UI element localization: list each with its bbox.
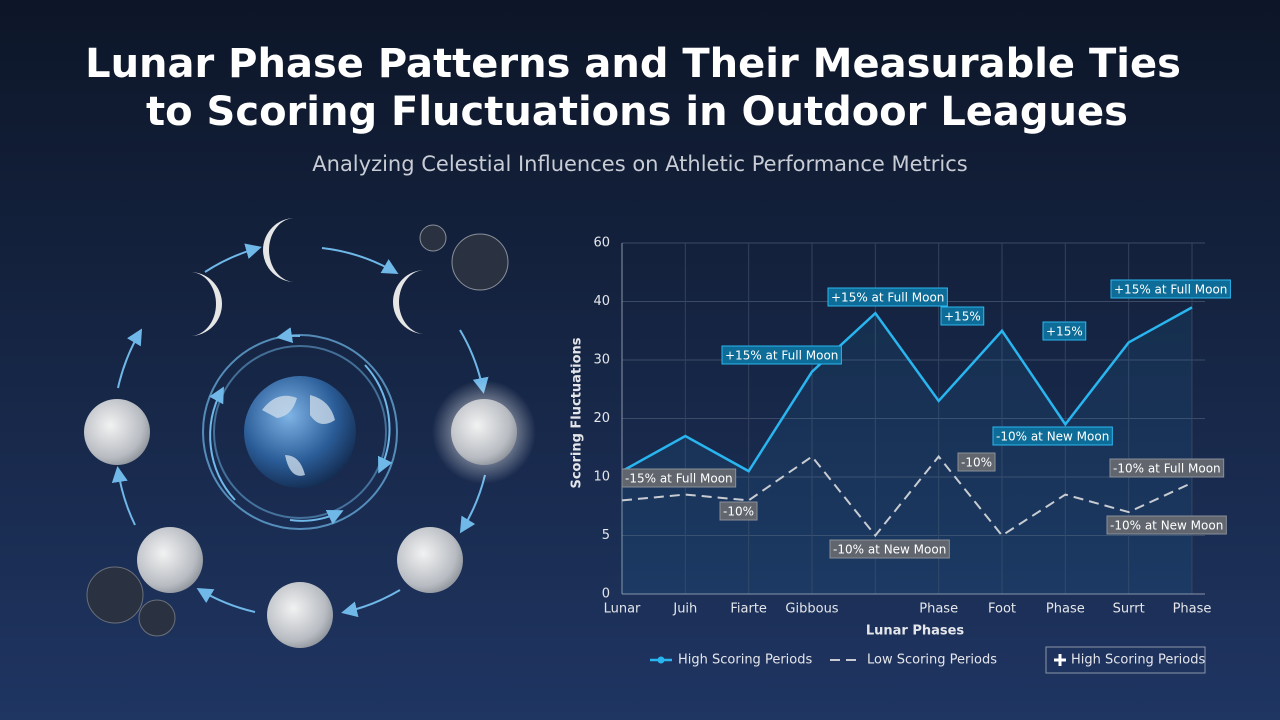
annotation-box (827, 287, 948, 307)
area (622, 307, 1192, 594)
title: to Scoring Fluctuations in Outdoor Leagu… (146, 89, 1128, 135)
annotation: -10% at New Moon (996, 430, 1109, 444)
y-tick-label: 10 (593, 470, 610, 485)
legend-label: Low Scoring Periods (867, 653, 997, 668)
x-tick-label: Juih (672, 602, 697, 617)
plot: 0 5 10 20 30 40 60 Lunar Juih Fiarte Gibbous Phase F… (593, 236, 1231, 674)
y-tick-label: 0 (602, 587, 610, 602)
annotation: +15% at Full Moon (725, 349, 838, 363)
moon-cycle-illustration (111, 243, 489, 618)
y-tick-label: 40 (593, 294, 610, 309)
legend-icon (1054, 654, 1066, 666)
annotation: -10% at Full Moon (1113, 462, 1221, 476)
legend-swatch (657, 656, 665, 664)
y-tick-label: 20 (593, 411, 610, 426)
series-line (621, 454, 1193, 538)
annotation-box (1109, 458, 1225, 478)
title: Lunar Phase Patterns and Their Measurabl… (85, 41, 1181, 87)
annotation: -10% (961, 456, 992, 470)
x-tick-label: Phase (1046, 602, 1085, 617)
annotation-box (1110, 279, 1231, 299)
legend-label: High Scoring Periods (678, 653, 812, 668)
x-axis-title: Lunar Phases (866, 624, 965, 639)
annotation-box (621, 468, 737, 488)
series-line (621, 306, 1193, 473)
annotation-box (940, 306, 985, 326)
annotation-box (829, 539, 950, 559)
legend-label: High Scoring Periods (1071, 653, 1205, 668)
annotation-box (719, 501, 758, 521)
annotation: -10% (723, 505, 754, 519)
y-axis-title: Scoring Fluctuations (570, 337, 585, 488)
y-tick-label: 60 (593, 236, 610, 251)
annotation: -10% at New Moon (833, 543, 946, 557)
annotation-box (992, 426, 1113, 446)
y-tick-label: 30 (593, 353, 610, 368)
annotation-box (721, 345, 842, 365)
annotation-box (1042, 321, 1087, 341)
annotation: +15% (944, 310, 981, 324)
annotation: +15% at Full Moon (1114, 283, 1227, 297)
annotation: +15% at Full Moon (831, 291, 944, 305)
x-tick-label: Gibbous (785, 602, 838, 617)
y-tick-label: 5 (602, 528, 610, 543)
annotation: -15% at Full Moon (625, 472, 733, 486)
x-tick-label: Phase (919, 602, 958, 617)
x-tick-label: Lunar (604, 602, 641, 617)
annotation: -10% at New Moon (1110, 519, 1223, 533)
annotation-box (957, 452, 996, 472)
annotation-box (1106, 515, 1227, 535)
legend-box (1045, 646, 1206, 674)
moons (84, 218, 536, 648)
annotation: +15% (1046, 325, 1083, 339)
x-tick-label: Foot (988, 602, 1016, 617)
subtitle: Analyzing Celestial Influences on Athlet… (312, 152, 967, 176)
x-tick-label: Surrt (1113, 602, 1145, 617)
x-tick-label: Fiarte (730, 602, 767, 617)
x-tick-label: Phase (1173, 602, 1212, 617)
